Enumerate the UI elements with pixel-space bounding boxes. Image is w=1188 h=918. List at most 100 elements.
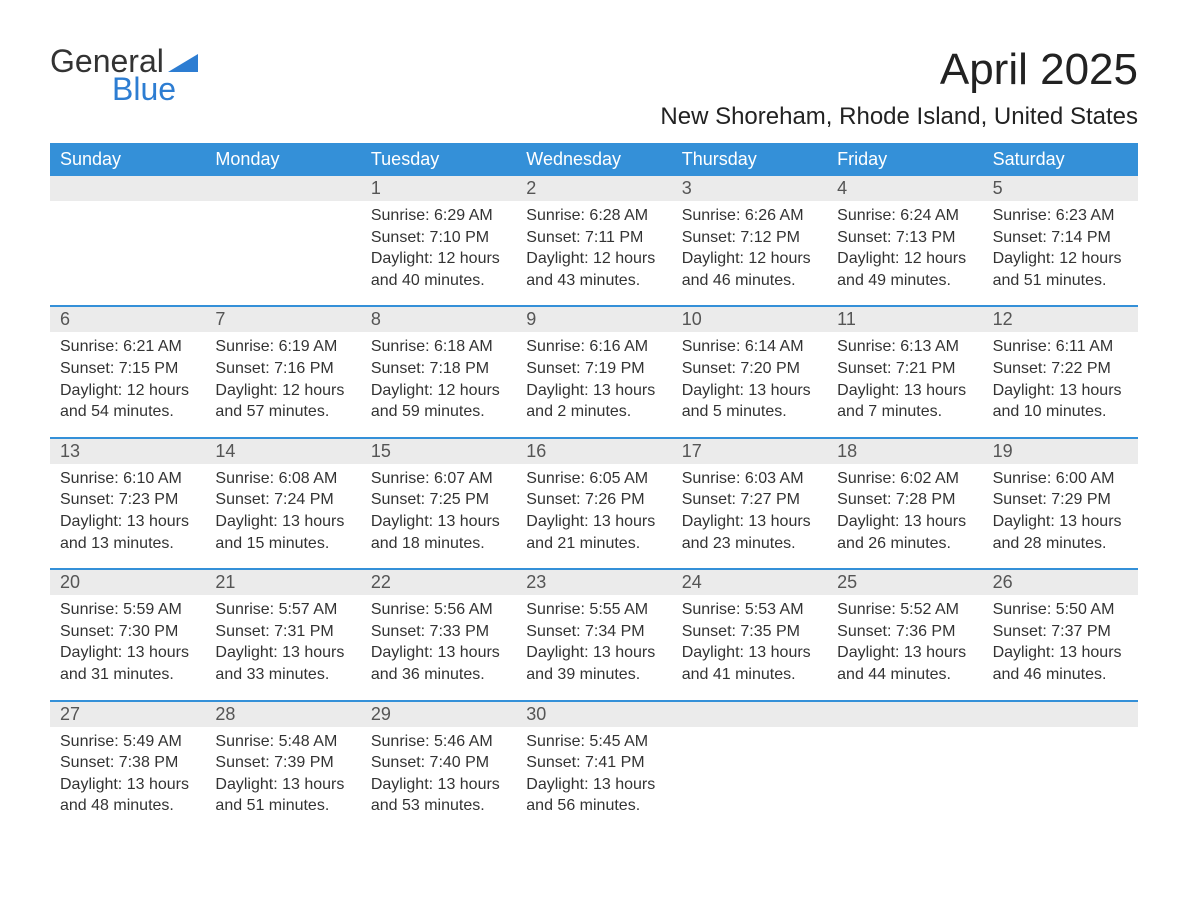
sunset-text: Sunset: 7:31 PM (215, 621, 350, 643)
sunrise-text: Sunrise: 6:05 AM (526, 468, 661, 490)
day-header-tuesday: Tuesday (361, 143, 516, 176)
day-number: 12 (983, 307, 1138, 332)
day-header-row: Sunday Monday Tuesday Wednesday Thursday… (50, 143, 1138, 176)
sunrise-text: Sunrise: 6:11 AM (993, 336, 1128, 358)
sunset-text: Sunset: 7:30 PM (60, 621, 195, 643)
day-number: 17 (672, 439, 827, 464)
day-content-row: Sunrise: 6:21 AMSunset: 7:15 PMDaylight:… (50, 332, 1138, 436)
day-content: Sunrise: 5:49 AMSunset: 7:38 PMDaylight:… (50, 727, 205, 831)
day-content-row: Sunrise: 6:29 AMSunset: 7:10 PMDaylight:… (50, 201, 1138, 305)
day-number: 28 (205, 702, 360, 727)
day-number: 2 (516, 176, 671, 201)
week-row: 27282930Sunrise: 5:49 AMSunset: 7:38 PMD… (50, 700, 1138, 831)
sunset-text: Sunset: 7:36 PM (837, 621, 972, 643)
day-number-row: 13141516171819 (50, 439, 1138, 464)
day-header-monday: Monday (205, 143, 360, 176)
day-header-saturday: Saturday (983, 143, 1138, 176)
sunrise-text: Sunrise: 6:26 AM (682, 205, 817, 227)
day-number (827, 702, 982, 727)
day-content: Sunrise: 5:57 AMSunset: 7:31 PMDaylight:… (205, 595, 360, 699)
sunrise-text: Sunrise: 6:02 AM (837, 468, 972, 490)
sunrise-text: Sunrise: 5:59 AM (60, 599, 195, 621)
sunset-text: Sunset: 7:23 PM (60, 489, 195, 511)
day-header-sunday: Sunday (50, 143, 205, 176)
location-text: New Shoreham, Rhode Island, United State… (660, 103, 1138, 131)
sunrise-text: Sunrise: 6:18 AM (371, 336, 506, 358)
day-content: Sunrise: 6:00 AMSunset: 7:29 PMDaylight:… (983, 464, 1138, 568)
day-content: Sunrise: 6:07 AMSunset: 7:25 PMDaylight:… (361, 464, 516, 568)
day-number: 26 (983, 570, 1138, 595)
month-title: April 2025 (660, 45, 1138, 95)
daylight-text: Daylight: 13 hours and 26 minutes. (837, 511, 972, 554)
sunrise-text: Sunrise: 6:16 AM (526, 336, 661, 358)
daylight-text: Daylight: 12 hours and 43 minutes. (526, 248, 661, 291)
sunset-text: Sunset: 7:12 PM (682, 227, 817, 249)
day-number: 6 (50, 307, 205, 332)
day-number: 20 (50, 570, 205, 595)
week-row: 6789101112Sunrise: 6:21 AMSunset: 7:15 P… (50, 305, 1138, 436)
day-content: Sunrise: 6:21 AMSunset: 7:15 PMDaylight:… (50, 332, 205, 436)
sunset-text: Sunset: 7:37 PM (993, 621, 1128, 643)
sunrise-text: Sunrise: 5:50 AM (993, 599, 1128, 621)
day-content: Sunrise: 6:11 AMSunset: 7:22 PMDaylight:… (983, 332, 1138, 436)
sunrise-text: Sunrise: 5:46 AM (371, 731, 506, 753)
daylight-text: Daylight: 13 hours and 18 minutes. (371, 511, 506, 554)
daylight-text: Daylight: 13 hours and 53 minutes. (371, 774, 506, 817)
sunrise-text: Sunrise: 5:52 AM (837, 599, 972, 621)
daylight-text: Daylight: 13 hours and 46 minutes. (993, 642, 1128, 685)
day-content: Sunrise: 6:18 AMSunset: 7:18 PMDaylight:… (361, 332, 516, 436)
day-number (983, 702, 1138, 727)
day-number: 23 (516, 570, 671, 595)
day-content: Sunrise: 5:52 AMSunset: 7:36 PMDaylight:… (827, 595, 982, 699)
day-number (50, 176, 205, 201)
day-content: Sunrise: 6:03 AMSunset: 7:27 PMDaylight:… (672, 464, 827, 568)
daylight-text: Daylight: 13 hours and 5 minutes. (682, 380, 817, 423)
sunrise-text: Sunrise: 6:24 AM (837, 205, 972, 227)
sunset-text: Sunset: 7:19 PM (526, 358, 661, 380)
sunrise-text: Sunrise: 6:13 AM (837, 336, 972, 358)
day-content: Sunrise: 5:53 AMSunset: 7:35 PMDaylight:… (672, 595, 827, 699)
sunset-text: Sunset: 7:28 PM (837, 489, 972, 511)
day-header-friday: Friday (827, 143, 982, 176)
day-number-row: 12345 (50, 176, 1138, 201)
day-number (205, 176, 360, 201)
calendar: Sunday Monday Tuesday Wednesday Thursday… (50, 143, 1138, 831)
day-number: 21 (205, 570, 360, 595)
logo: General Blue (50, 45, 198, 105)
day-number: 4 (827, 176, 982, 201)
sunset-text: Sunset: 7:24 PM (215, 489, 350, 511)
sunrise-text: Sunrise: 6:08 AM (215, 468, 350, 490)
day-number: 24 (672, 570, 827, 595)
day-content: Sunrise: 6:19 AMSunset: 7:16 PMDaylight:… (205, 332, 360, 436)
sunset-text: Sunset: 7:14 PM (993, 227, 1128, 249)
daylight-text: Daylight: 13 hours and 51 minutes. (215, 774, 350, 817)
day-content-row: Sunrise: 5:59 AMSunset: 7:30 PM Daylight:… (50, 595, 1138, 699)
sunset-text: Sunset: 7:35 PM (682, 621, 817, 643)
sunset-text: Sunset: 7:13 PM (837, 227, 972, 249)
day-content (672, 727, 827, 831)
week-row: 12345Sunrise: 6:29 AMSunset: 7:10 PMDayl… (50, 176, 1138, 305)
day-content: Sunrise: 6:26 AMSunset: 7:12 PMDaylight:… (672, 201, 827, 305)
day-number (672, 702, 827, 727)
daylight-text: Daylight: 13 hours and 56 minutes. (526, 774, 661, 817)
sunset-text: Sunset: 7:33 PM (371, 621, 506, 643)
title-area: April 2025 New Shoreham, Rhode Island, U… (660, 45, 1138, 131)
day-content: Sunrise: 5:48 AMSunset: 7:39 PMDaylight:… (205, 727, 360, 831)
daylight-text: Daylight: 12 hours and 57 minutes. (215, 380, 350, 423)
sunrise-text: Sunrise: 5:57 AM (215, 599, 350, 621)
day-number: 16 (516, 439, 671, 464)
sunrise-text: Sunrise: 6:00 AM (993, 468, 1128, 490)
sunset-text: Sunset: 7:18 PM (371, 358, 506, 380)
sunset-text: Sunset: 7:20 PM (682, 358, 817, 380)
daylight-text: Daylight: 13 hours and 44 minutes. (837, 642, 972, 685)
week-row: 13141516171819Sunrise: 6:10 AMSunset: 7:… (50, 437, 1138, 568)
day-number: 1 (361, 176, 516, 201)
day-number: 8 (361, 307, 516, 332)
day-number: 9 (516, 307, 671, 332)
day-content-row: Sunrise: 5:49 AMSunset: 7:38 PMDaylight:… (50, 727, 1138, 831)
logo-text-blue: Blue (50, 73, 176, 105)
day-content: Sunrise: 6:10 AMSunset: 7:23 PMDaylight:… (50, 464, 205, 568)
day-header-thursday: Thursday (672, 143, 827, 176)
day-content: Sunrise: 5:50 AMSunset: 7:37 PMDaylight:… (983, 595, 1138, 699)
day-number: 13 (50, 439, 205, 464)
